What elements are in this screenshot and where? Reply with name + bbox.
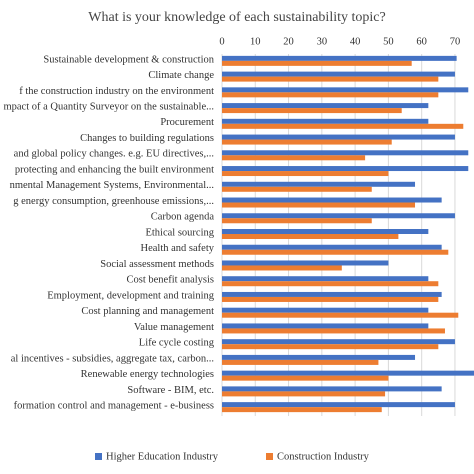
bar: [222, 60, 412, 66]
bar: [222, 402, 455, 408]
bar: [222, 155, 366, 161]
y-tick-label: Cost planning and management: [81, 306, 214, 317]
bar: [222, 181, 416, 187]
bar: [222, 213, 455, 219]
y-tick-label: Life cycle costing: [139, 338, 215, 349]
bar: [222, 123, 464, 129]
legend-swatch: [95, 453, 102, 460]
x-tick-label: 10: [250, 36, 261, 47]
bar: [222, 202, 416, 208]
bar: [222, 118, 429, 124]
legend-label: Construction Industry: [277, 451, 370, 462]
y-tick-label: Sustainable development & construction: [43, 54, 214, 65]
bar: [222, 139, 392, 145]
bar: [222, 375, 389, 381]
y-tick-label: protecting and enhancing the built envir…: [15, 164, 214, 175]
bar: [222, 339, 455, 345]
bar: [222, 386, 442, 392]
y-tick-label: Software - BIM, etc.: [127, 385, 214, 396]
x-tick-label: 0: [219, 36, 224, 47]
bar: [222, 370, 474, 376]
bar: [222, 229, 429, 234]
bar: [222, 291, 442, 297]
y-tick-label: Renewable energy technologies: [81, 369, 214, 380]
y-tick-label: formation control and management - e-bus…: [14, 401, 214, 412]
bar: [222, 171, 389, 177]
bar: [222, 323, 429, 329]
y-tick-label: mpact of a Quantity Surveyor on the sust…: [3, 101, 214, 112]
bar: [222, 296, 439, 302]
chart-title: What is your knowledge of each sustainab…: [88, 10, 385, 25]
bar: [222, 103, 429, 109]
y-tick-label: Carbon agenda: [151, 212, 215, 223]
bar: [222, 234, 399, 239]
x-tick-label: 70: [450, 36, 461, 47]
y-tick-label: Value management: [134, 322, 214, 333]
y-tick-label: Climate change: [148, 70, 214, 81]
x-tick-label: 30: [317, 36, 328, 47]
x-tick-label: 40: [350, 36, 361, 47]
y-tick-label: g energy consumption, greenhouse emissio…: [13, 196, 214, 207]
y-tick-label: Changes to building regulations: [80, 133, 214, 144]
bar: [222, 249, 449, 255]
bar: [222, 354, 416, 360]
bar: [222, 166, 469, 172]
y-tick-label: Health and safety: [141, 243, 215, 254]
y-tick-label: al incentives - subsidies, aggregate tax…: [11, 353, 214, 364]
legend-label: Higher Education Industry: [106, 451, 219, 462]
bar: [222, 407, 382, 413]
bar: [222, 265, 342, 271]
legend-swatch: [266, 453, 273, 460]
y-tick-label: Procurement: [160, 117, 214, 128]
bar: [222, 307, 429, 313]
y-tick-label: f the construction industry on the envir…: [19, 86, 214, 97]
bar: [222, 391, 386, 397]
bar: [222, 71, 455, 77]
bar: [222, 76, 439, 82]
bar: [222, 260, 389, 266]
bar: [222, 328, 445, 334]
bar: [222, 359, 379, 365]
bar: [222, 218, 372, 224]
x-tick-label: 60: [416, 36, 427, 47]
y-tick-label: Employment, development and training: [47, 290, 215, 301]
bar: [222, 150, 469, 156]
x-tick-label: 50: [383, 36, 394, 47]
bar: [222, 276, 429, 282]
y-tick-label: Social assessment methods: [100, 259, 214, 270]
y-tick-label: Cost benefit analysis: [127, 275, 215, 286]
y-tick-label: Ethical sourcing: [145, 227, 214, 238]
bar: [222, 281, 439, 287]
bar: [222, 87, 469, 93]
bar: [222, 134, 455, 140]
bar: [222, 197, 442, 203]
x-tick-label: 20: [283, 36, 294, 47]
bar: [222, 344, 439, 350]
bar: [222, 92, 439, 98]
bar: [222, 108, 402, 114]
bar: [222, 186, 372, 192]
bar: [222, 312, 459, 318]
y-tick-label: and global policy changes. e.g. EU direc…: [14, 149, 214, 160]
y-tick-label: nmental Management Systems, Environmenta…: [10, 180, 214, 191]
bar: [222, 244, 442, 250]
bar: [222, 55, 457, 61]
